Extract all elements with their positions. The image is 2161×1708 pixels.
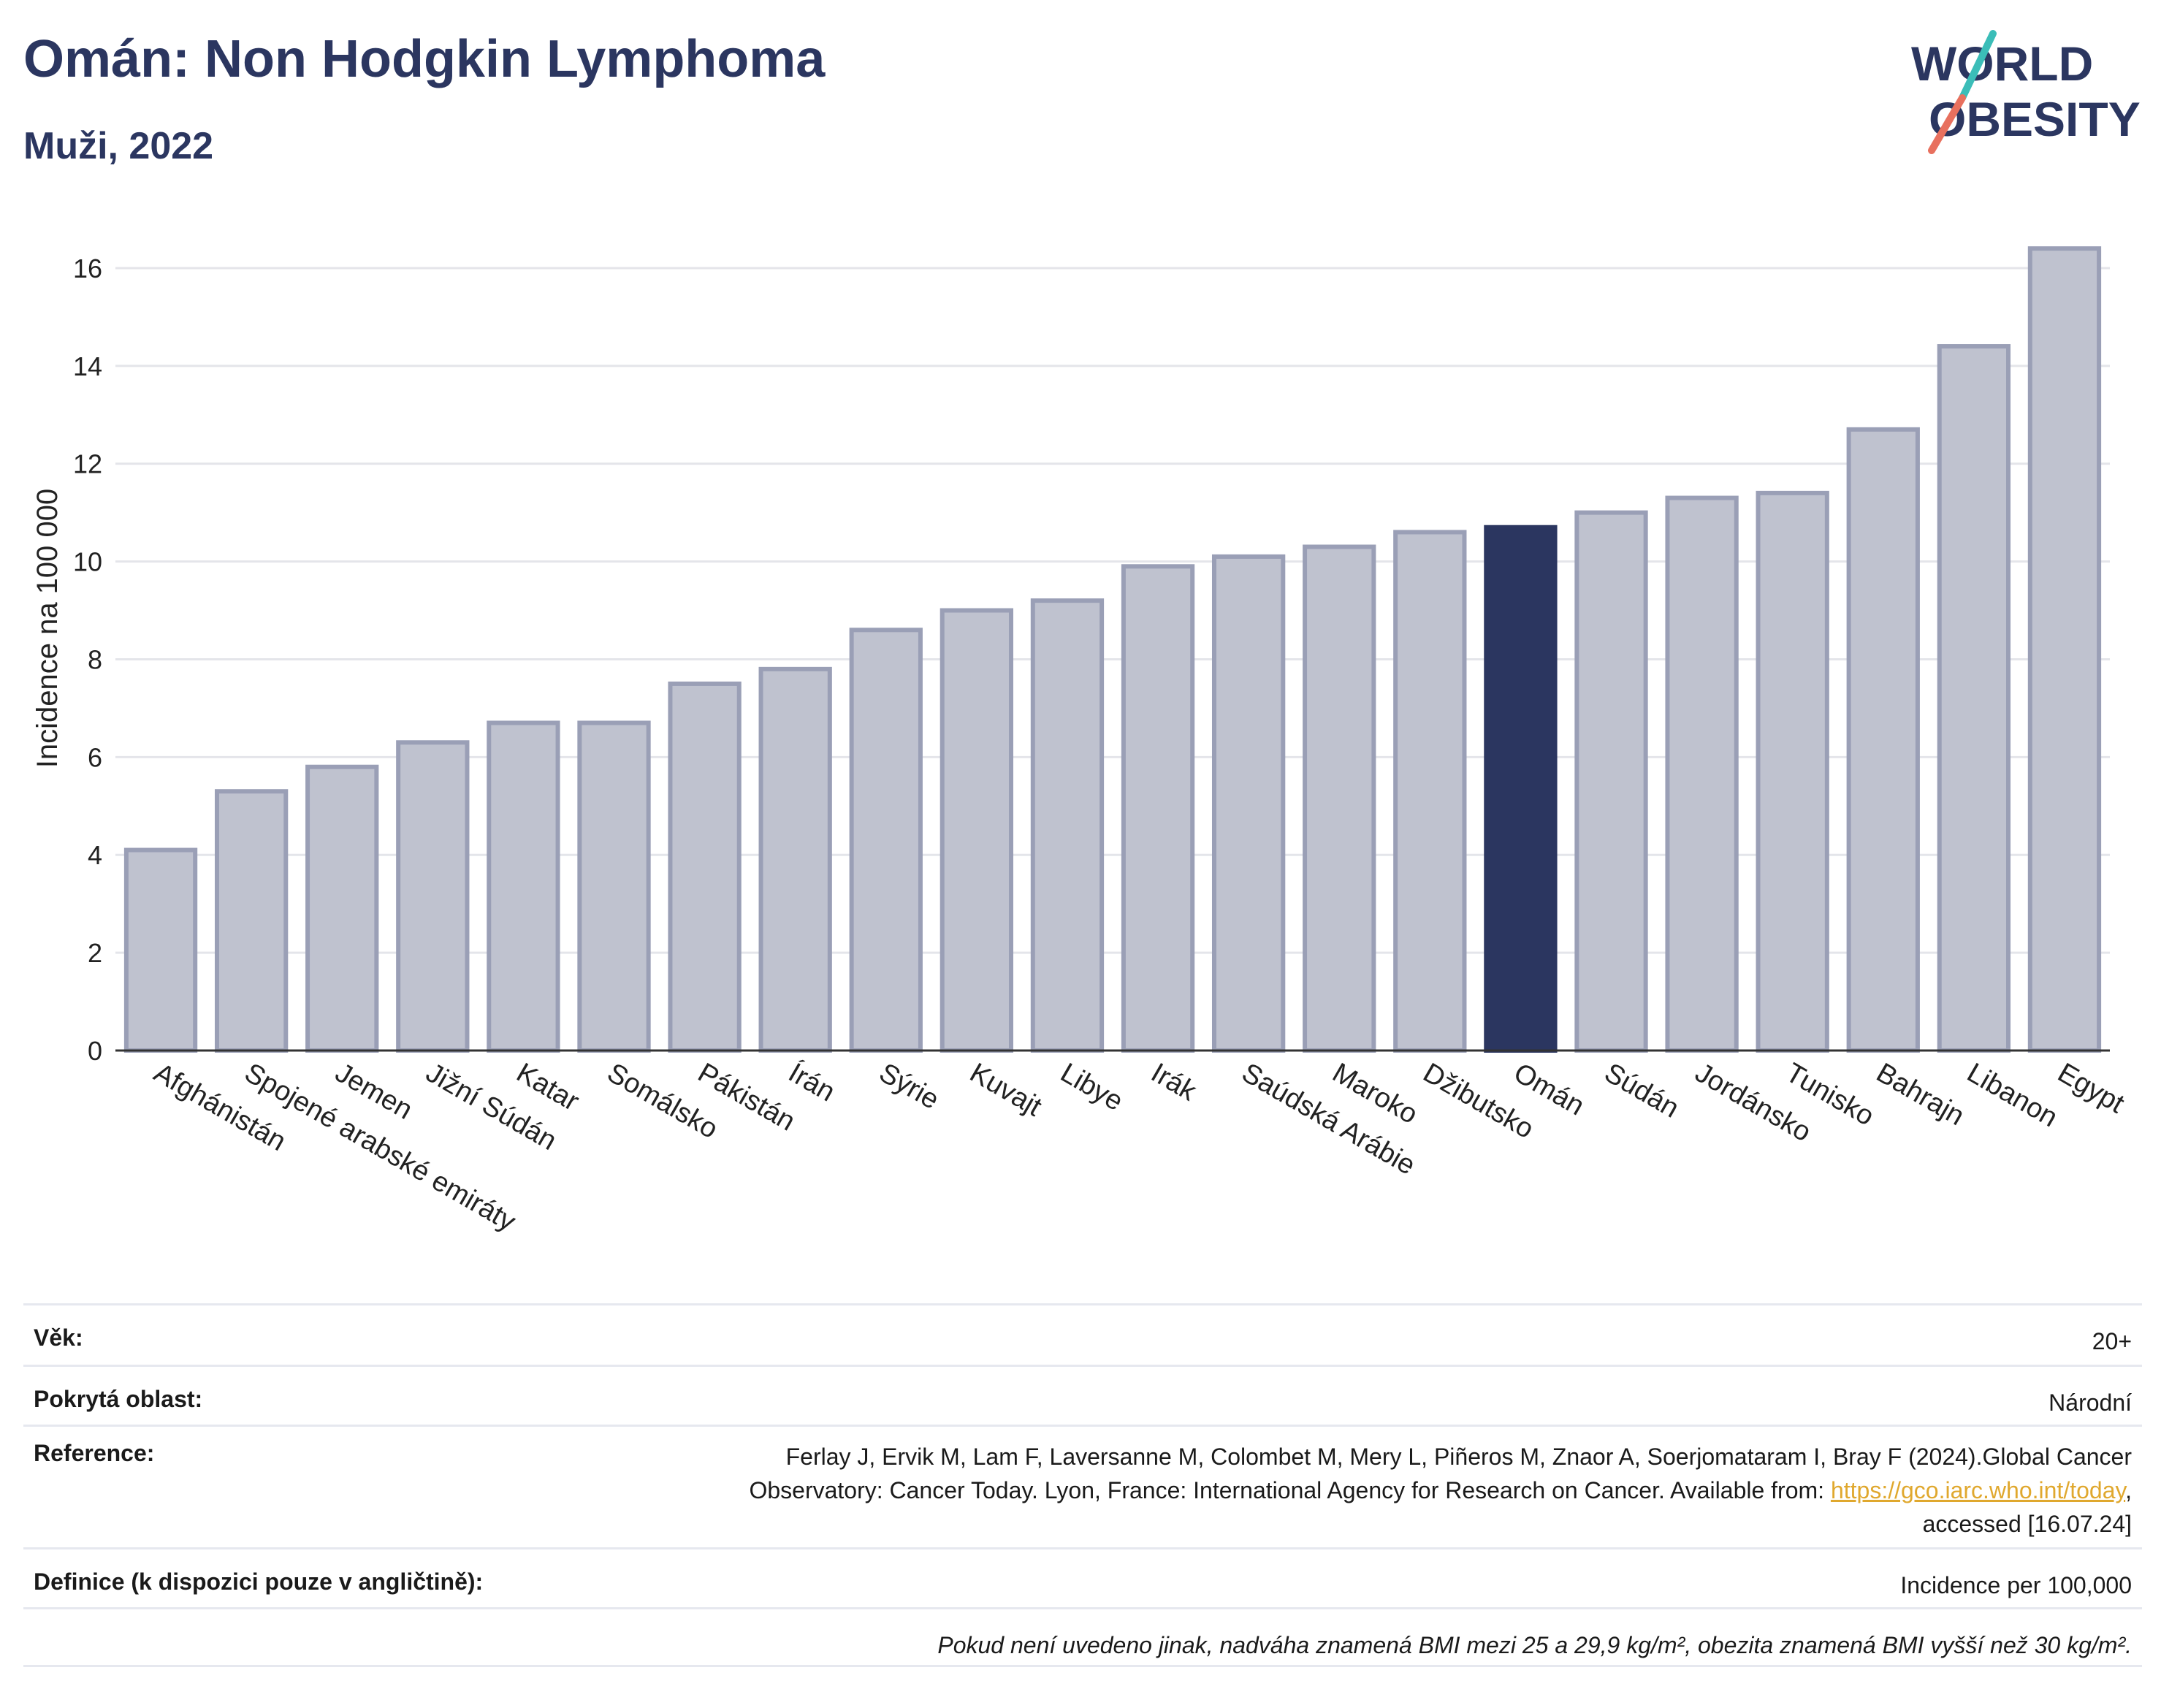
y-tick-label: 10 (73, 547, 102, 577)
meta-row-definition: Definice (k dispozici pouze v angličtině… (23, 1547, 2142, 1607)
bar-7 (758, 666, 832, 1053)
reference-label: Reference: (34, 1440, 155, 1466)
x-tick-label: Súdán (1599, 1057, 1684, 1124)
y-tick-label: 0 (88, 1036, 102, 1066)
bar-8 (849, 628, 923, 1053)
age-value: 20+ (2092, 1328, 2132, 1354)
y-tick-label: 8 (88, 644, 102, 674)
bar-0 (123, 847, 198, 1053)
logo-text-world: WORLD (1911, 37, 2093, 91)
metadata-table: Věk: 20+ Pokrytá oblast: Národní Referen… (23, 1303, 2142, 1667)
reference-line-2-end: , (2125, 1477, 2132, 1503)
area-label: Pokrytá oblast: (34, 1386, 203, 1412)
y-tick-label: 16 (73, 253, 102, 283)
bar-14 (1393, 530, 1467, 1053)
meta-row-reference: Reference: Ferlay J, Ervik M, Lam F, Lav… (23, 1425, 2142, 1547)
meta-row-age: Věk: 20+ (23, 1303, 2142, 1365)
x-tick-label: Egypt (2052, 1057, 2130, 1119)
reference-link[interactable]: https://gco.iarc.who.int/today (1830, 1477, 2126, 1503)
reference-line-2: Observatory: Cancer Today. Lyon, France:… (749, 1477, 1831, 1503)
page-subtitle: Muži, 2022 (23, 125, 214, 167)
x-tick-label: Írán (783, 1057, 840, 1108)
y-tick-label: 12 (73, 449, 102, 479)
y-tick-label: 4 (88, 840, 102, 870)
meta-row-note: Pokud není uvedeno jinak, nadváha znamen… (23, 1607, 2142, 1667)
x-tick-label: Sýrie (874, 1057, 944, 1116)
bar-3 (396, 740, 470, 1053)
bar-21 (2027, 246, 2102, 1053)
area-value: Národní (2048, 1389, 2132, 1416)
bar-20 (1937, 344, 2011, 1053)
bar-10 (1030, 598, 1105, 1053)
bars (115, 246, 2110, 1053)
x-tick-label: Kuvajt (964, 1057, 1047, 1122)
reference-line-1: Ferlay J, Ervik M, Lam F, Laversanne M, … (785, 1444, 2132, 1470)
bar-13 (1303, 544, 1376, 1053)
reference-line-3: accessed [16.07.24] (1922, 1511, 2132, 1537)
bar-17 (1665, 495, 1739, 1053)
bar-2 (305, 764, 379, 1053)
bar-18 (1756, 490, 1829, 1053)
page-title: Omán: Non Hodgkin Lymphoma (23, 30, 826, 88)
age-label: Věk: (34, 1324, 83, 1351)
bar-11 (1121, 564, 1195, 1053)
bar-5 (577, 720, 651, 1053)
y-tick-label: 2 (88, 938, 102, 968)
bmi-note: Pokud není uvedeno jinak, nadváha znamen… (937, 1632, 2132, 1658)
reference-value: Ferlay J, Ervik M, Lam F, Laversanne M, … (749, 1440, 2132, 1541)
logo-slash-coral (1928, 94, 1966, 154)
bar-6 (668, 681, 742, 1053)
y-axis-label: Incidence na 100 000 (31, 489, 64, 769)
x-tick-label: Irák (1146, 1057, 1203, 1107)
y-tick-label: 6 (88, 742, 102, 772)
meta-row-area: Pokrytá oblast: Národní (23, 1365, 2142, 1425)
bar-1 (214, 789, 289, 1053)
x-tick-label: Bahrajn (1871, 1057, 1969, 1132)
definition-value: Incidence per 100,000 (1900, 1572, 2132, 1598)
bar-19 (1846, 427, 1920, 1053)
bar-4 (487, 720, 560, 1053)
bar-12 (1211, 554, 1286, 1053)
logo-slash-teal (1959, 30, 1997, 102)
bar-16 (1574, 510, 1648, 1053)
x-tick-label: Libye (1055, 1057, 1128, 1117)
y-tick-label: 14 (73, 351, 102, 381)
x-tick-label: Libanon (1962, 1057, 2062, 1133)
world-obesity-logo: WORLD OBESITY (1911, 30, 2141, 154)
bar-15 (1484, 525, 1558, 1053)
y-tick-labels: 0 2 4 6 8 10 12 14 16 (73, 253, 102, 1066)
definition-label: Definice (k dispozici pouze v angličtině… (34, 1568, 484, 1595)
bar-9 (940, 608, 1014, 1053)
